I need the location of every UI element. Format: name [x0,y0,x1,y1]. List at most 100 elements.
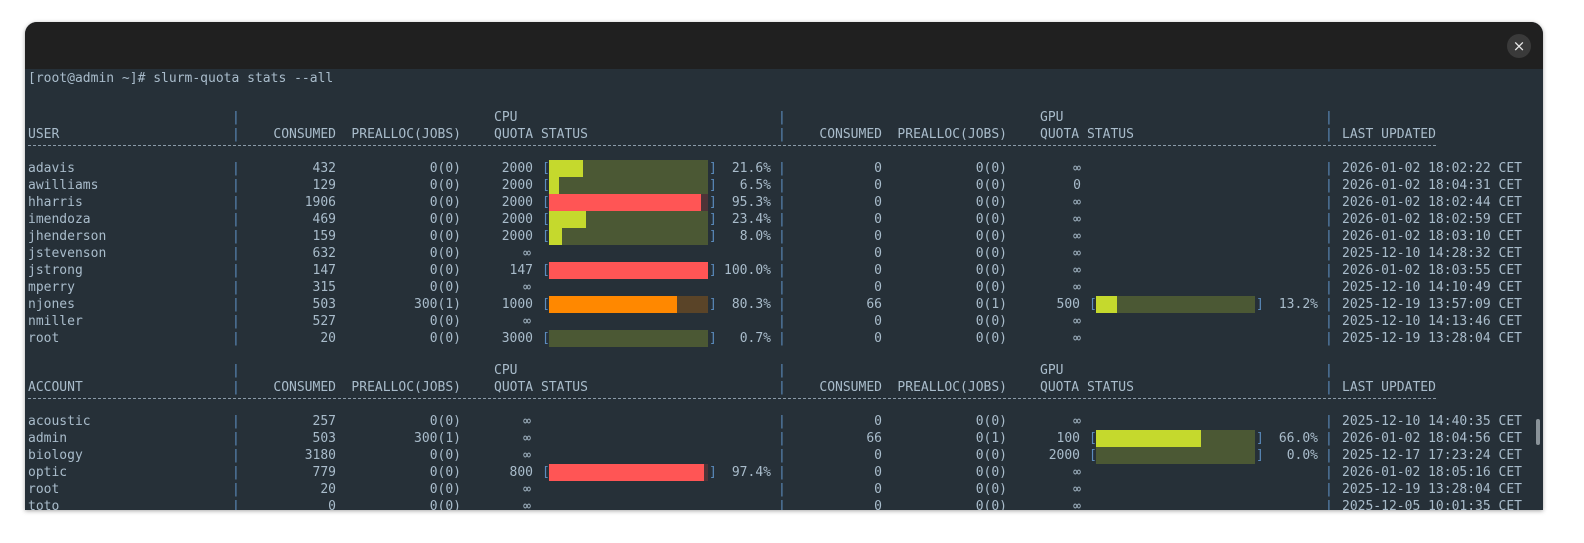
gpu-prealloc: 0(0) [975,482,1007,497]
gpu-prealloc: 0(0) [975,178,1007,193]
gpu-consumed: 0 [874,414,882,429]
gpu-quota-status-header: QUOTA STATUS [1040,380,1134,395]
column-separator: | [232,110,240,125]
cpu-usage-bar-fill [549,296,677,313]
cpu-group-header: CPU [494,110,518,125]
gpu-quota: ∞ [1073,212,1081,227]
column-separator: | [232,414,240,429]
column-separator: | [778,314,786,329]
column-separator: | [232,363,240,378]
bar-bracket-open: [ [542,161,550,176]
column-separator: | [1325,246,1333,261]
row-name: root [28,331,60,346]
cpu-prealloc: 0(0) [429,178,461,193]
cpu-quota: 2000 [501,161,533,176]
cpu-consumed: 20 [320,482,336,497]
bar-bracket-open: [ [542,229,550,244]
cpu-quota: 1000 [501,297,533,312]
gpu-prealloc: 0(0) [975,263,1007,278]
gpu-quota: 0 [1073,178,1081,193]
gpu-consumed: 0 [874,448,882,463]
cpu-usage-bar [549,464,708,481]
title-bar: × [25,22,1543,69]
cpu-consumed: 632 [312,246,336,261]
column-separator: | [778,331,786,346]
cpu-quota-status-header: QUOTA STATUS [494,127,588,142]
gpu-prealloc: 0(1) [975,431,1007,446]
scrollbar[interactable] [1536,419,1540,445]
column-separator: | [778,280,786,295]
gpu-quota: 2000 [1048,448,1080,463]
gpu-quota: ∞ [1073,280,1081,295]
gpu-consumed: 0 [874,246,882,261]
cpu-percent: 21.6% [731,161,771,176]
cpu-consumed: 3180 [304,448,336,463]
bar-bracket-open: [ [542,195,550,210]
terminal-output[interactable]: [root@admin ~]# slurm-quota stats --all … [25,69,1543,510]
column-separator: | [778,246,786,261]
cpu-percent: 0.7% [739,331,771,346]
column-separator: | [232,331,240,346]
last-updated: 2026-01-02 18:04:56 CET [1342,431,1523,446]
bar-bracket-open: [ [542,178,550,193]
last-updated: 2025-12-10 14:40:35 CET [1342,414,1523,429]
bar-bracket-close: ] [1256,431,1264,446]
row-name: adavis [28,161,75,176]
column-separator: | [778,414,786,429]
gpu-quota: 100 [1056,431,1080,446]
gpu-consumed: 0 [874,161,882,176]
column-separator: | [1325,431,1333,446]
bar-bracket-open: [ [1089,448,1097,463]
gpu-consumed-header: CONSUMED [819,380,882,395]
bar-bracket-close: ] [709,161,717,176]
column-separator: | [232,482,240,497]
shell-prompt: [root@admin ~]# slurm-quota stats --all [28,71,334,86]
column-separator: | [232,431,240,446]
column-separator: | [232,380,240,395]
column-separator: | [1325,448,1333,463]
cpu-consumed: 527 [312,314,336,329]
column-separator: | [1325,263,1333,278]
cpu-consumed: 257 [312,414,336,429]
gpu-group-header: GPU [1040,110,1064,125]
gpu-quota: 500 [1056,297,1080,312]
last-updated: 2025-12-19 13:57:09 CET [1342,297,1523,312]
header-divider [28,145,1436,146]
cpu-prealloc: 0(0) [429,314,461,329]
gpu-prealloc: 0(0) [975,465,1007,480]
cpu-quota: 3000 [501,331,533,346]
last-updated: 2025-12-10 14:28:32 CET [1342,246,1523,261]
bar-bracket-open: [ [542,297,550,312]
cpu-prealloc: 0(0) [429,212,461,227]
column-separator: | [232,263,240,278]
cpu-quota: 147 [509,263,533,278]
cpu-consumed: 159 [312,229,336,244]
column-separator: | [778,499,786,510]
row-name: root [28,482,60,497]
column-separator: | [1325,229,1333,244]
gpu-consumed: 0 [874,314,882,329]
gpu-usage-bar [1096,296,1255,313]
last-updated: 2026-01-02 18:04:31 CET [1342,178,1523,193]
cpu-consumed: 469 [312,212,336,227]
gpu-prealloc-header: PREALLOC(JOBS) [897,127,1007,142]
gpu-consumed: 66 [866,297,882,312]
cpu-prealloc-header: PREALLOC(JOBS) [351,127,461,142]
last-updated: 2025-12-19 13:28:04 CET [1342,331,1523,346]
cpu-quota: ∞ [523,414,531,429]
cpu-prealloc: 300(1) [414,431,461,446]
terminal-window: × [root@admin ~]# slurm-quota stats --al… [25,22,1543,510]
bar-bracket-open: [ [1089,297,1097,312]
cpu-prealloc: 0(0) [429,482,461,497]
close-icon[interactable]: × [1507,34,1531,58]
bar-bracket-close: ] [709,331,717,346]
cpu-usage-bar-fill [549,160,584,177]
cpu-usage-bar [549,262,708,279]
row-name: jstevenson [28,246,107,261]
cpu-prealloc: 0(0) [429,280,461,295]
cpu-prealloc: 0(0) [429,195,461,210]
row-name: imendoza [28,212,91,227]
column-separator: | [232,229,240,244]
section-title-header: USER [28,127,60,142]
gpu-quota: ∞ [1073,246,1081,261]
